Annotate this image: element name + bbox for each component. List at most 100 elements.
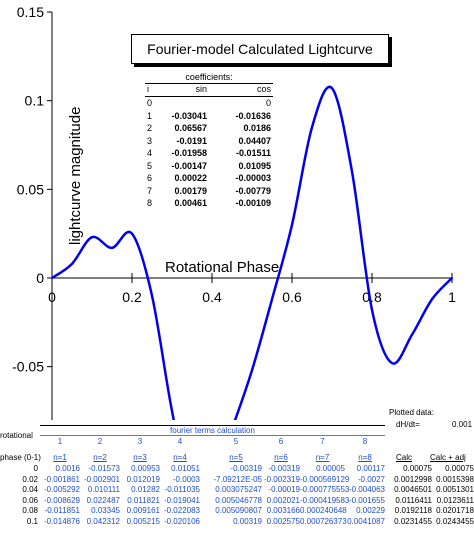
term-value: -0.00319 <box>230 464 262 473</box>
term-value: -0.014876 <box>43 516 80 526</box>
coef-cos: 0.0186 <box>243 123 271 133</box>
coefficient-row: 1 -0.03041 -0.01636 <box>145 110 273 123</box>
chart-svg: 0.15 0.1 0.05 0 -0.05 0 0.2 0.4 0.6 0.8 1 Rotatio… <box>12 4 456 420</box>
data-point <box>311 126 313 129</box>
term-value: -0.002901 <box>83 474 120 484</box>
term-value: 0.03345 <box>91 506 120 515</box>
data-point <box>431 298 433 301</box>
term-value: -0.000775553 <box>300 485 350 494</box>
x-tick-label: 0.8 <box>362 289 382 305</box>
x-tick-label: 0.6 <box>282 289 302 305</box>
data-point <box>251 369 253 372</box>
dhdt-label: dH/dt= <box>396 420 420 429</box>
coefficients-table: coefficients: i sin cos 0 0 1 -0.03041 -0.01… <box>145 72 273 210</box>
term-value: 0.009161 <box>126 506 160 515</box>
coef-sin: -0.0191 <box>176 135 207 146</box>
coef-index: 5 <box>147 160 153 171</box>
coef-cos: 0.01095 <box>238 160 271 171</box>
term-value: 0.005090807 <box>215 506 262 515</box>
term-value: -0.000569129 <box>300 474 350 484</box>
term-label: n=1 <box>53 453 67 462</box>
data-point <box>451 277 453 279</box>
coef-sin: -0.03041 <box>171 110 207 121</box>
y-tick-label: 0 <box>36 270 44 286</box>
coef-header-i: i <box>147 84 149 94</box>
calc-header: Calc <box>396 453 413 462</box>
coefficients-header: i sin cos <box>145 84 273 97</box>
coef-cos: -0.00779 <box>235 185 271 196</box>
data-point <box>291 223 293 226</box>
calc-adj-header: Calc + adj <box>430 453 466 462</box>
term-value: -0.00019 <box>268 485 300 494</box>
term-value: 0.00229 <box>356 506 385 515</box>
term-value: -0.002319 <box>263 474 300 484</box>
coef-sin: 0.00461 <box>174 198 207 208</box>
data-point <box>71 262 73 265</box>
coef-sin: 0.00022 <box>174 173 207 183</box>
data-point <box>411 333 413 336</box>
dhdt-value: 0.001 <box>452 420 473 429</box>
y-tick-label: 0.05 <box>17 181 44 197</box>
coef-header-cos: cos <box>256 84 271 94</box>
term-value: 0.003166 <box>266 506 300 515</box>
coef-sin: -0.01958 <box>171 148 207 158</box>
calc-adj-value: 0.0051301 <box>436 485 474 494</box>
term-value: 0.010111 <box>87 485 120 494</box>
term-label: n=6 <box>274 453 288 462</box>
term-number: 2 <box>97 437 103 446</box>
term-value: 0.00117 <box>356 464 385 473</box>
x-tick-label: 0.2 <box>122 289 142 305</box>
data-point <box>171 410 173 412</box>
coef-sin: -0.00147 <box>171 160 207 171</box>
lightcurve-chart: 0.15 0.1 0.05 0 -0.05 0 0.2 0.4 0.6 0.8 1 Rotatio… <box>12 4 456 420</box>
term-number: 6 <box>278 437 284 446</box>
term-value: -0.0027 <box>357 474 385 484</box>
term-number: 7 <box>320 437 325 446</box>
term-value: -0.011851 <box>44 506 80 515</box>
term-value: -0.001861 <box>43 474 80 484</box>
term-label: n=5 <box>229 453 243 462</box>
term-label: n=2 <box>93 453 107 462</box>
term-value: -0.005292 <box>43 485 80 494</box>
coef-index: 6 <box>147 173 153 183</box>
data-point <box>131 232 133 235</box>
data-point <box>271 298 273 301</box>
term-number: 5 <box>233 437 239 446</box>
x-axis-label: Rotational Phase <box>165 259 279 276</box>
coef-index: 7 <box>147 185 153 196</box>
term-value: -0.019041 <box>163 495 200 505</box>
calc-value: 0.0231455 <box>394 516 432 526</box>
fourier-header-title: fourier terms calculation <box>40 425 385 436</box>
calc-adj-value: 0.0243455 <box>436 516 474 526</box>
calc-value: 0.00075 <box>403 464 432 473</box>
term-value: 0.01051 <box>171 464 200 473</box>
data-point <box>151 294 153 297</box>
term-value: 0.000726373 <box>300 516 347 526</box>
coef-index: 1 <box>147 110 153 121</box>
coefficient-row: 4 -0.01958 -0.01511 <box>145 147 273 160</box>
term-label: n=7 <box>315 453 330 462</box>
term-value: 0.005046778 <box>215 495 262 505</box>
coef-cos: 0 <box>265 98 271 108</box>
data-point <box>51 277 53 279</box>
coef-cos: -0.01636 <box>235 110 271 121</box>
data-point <box>331 87 333 90</box>
phase-value: 0 <box>33 464 38 473</box>
term-label: n=3 <box>133 453 147 462</box>
coef-header-sin: sin <box>195 84 207 94</box>
data-point <box>371 308 373 311</box>
term-value: 0.022487 <box>86 495 120 505</box>
calc-value: 0.0192118 <box>394 506 432 515</box>
coef-cos: -0.00109 <box>235 198 271 208</box>
series-line <box>51 85 453 420</box>
term-value: 0.00319 <box>233 516 262 526</box>
chart-title-box: Fourier-model Calculated Lightcurve <box>131 34 389 64</box>
term-value: -7.09212E-05 <box>213 474 262 484</box>
term-value: 0.000240648 <box>300 506 347 515</box>
coefficient-row: 8 0.00461 -0.00109 <box>145 197 273 210</box>
term-value: -0.020106 <box>163 516 200 526</box>
term-value: 0.012019 <box>126 474 160 484</box>
term-value: 0.00005 <box>316 464 345 473</box>
term-value: -0.0003 <box>172 474 200 484</box>
